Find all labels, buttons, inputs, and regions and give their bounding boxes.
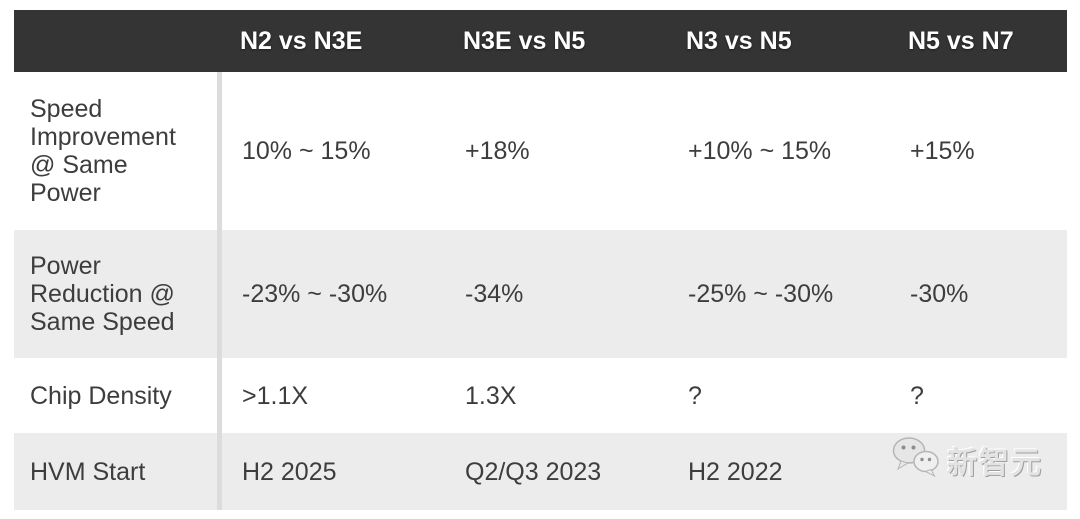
- table-row-chip-density: Chip Density >1.1X 1.3X ? ?: [14, 358, 1067, 433]
- row-label-chip-density: Chip Density: [14, 358, 222, 433]
- table-cell-power-n5-vs-n7: -30%: [910, 280, 969, 308]
- table-cell-hvm-n3e-vs-n5: Q2/Q3 2023: [465, 457, 602, 486]
- table-header-row: N2 vs N3E N3E vs N5 N3 vs N5 N5 vs N7: [14, 10, 1067, 72]
- table-row-power-reduction: Power Reduction @ Same Speed -23% ~ -30%…: [14, 230, 1067, 358]
- header-spacer-cell: [14, 10, 222, 72]
- table-cell-density-n2-vs-n3e: >1.1X: [242, 381, 309, 410]
- table-cell-speed-n5-vs-n7: +15%: [910, 137, 975, 165]
- table-cell-power-n3e-vs-n5: -34%: [465, 280, 524, 308]
- comparison-table: N2 vs N3E N3E vs N5 N3 vs N5 N5 vs N7 Sp…: [14, 10, 1067, 510]
- table-cell-density-n5-vs-n7: ?: [910, 381, 924, 410]
- column-header-n3e-vs-n5: N3E vs N5: [463, 27, 586, 55]
- table-row-speed-improvement: Speed Improvement @ Same Power 10% ~ 15%…: [14, 72, 1067, 230]
- table-cell-hvm-n3-vs-n5: H2 2022: [688, 457, 783, 486]
- table-cell-power-n3-vs-n5: -25% ~ -30%: [688, 280, 834, 308]
- table-cell-speed-n3e-vs-n5: +18%: [465, 137, 530, 165]
- column-header-n2-vs-n3e: N2 vs N3E: [240, 27, 363, 55]
- row-label-hvm-start: HVM Start: [14, 433, 222, 510]
- row-label-power-reduction: Power Reduction @ Same Speed: [14, 230, 222, 358]
- table-cell-power-n2-vs-n3e: -23% ~ -30%: [242, 280, 388, 308]
- table-cell-speed-n2-vs-n3e: 10% ~ 15%: [242, 137, 371, 165]
- column-header-n5-vs-n7: N5 vs N7: [908, 27, 1014, 55]
- table-cell-density-n3e-vs-n5: 1.3X: [465, 381, 517, 410]
- table-cell-speed-n3-vs-n5: +10% ~ 15%: [688, 137, 832, 165]
- table-cell-density-n3-vs-n5: ?: [688, 381, 702, 410]
- table-cell-hvm-n2-vs-n3e: H2 2025: [242, 457, 337, 486]
- table-row-hvm-start: HVM Start H2 2025 Q2/Q3 2023 H2 2022: [14, 433, 1067, 510]
- table-cell-hvm-n5-vs-n7: [890, 433, 1067, 510]
- row-label-speed-improvement: Speed Improvement @ Same Power: [14, 72, 222, 230]
- column-header-n3-vs-n5: N3 vs N5: [686, 27, 792, 55]
